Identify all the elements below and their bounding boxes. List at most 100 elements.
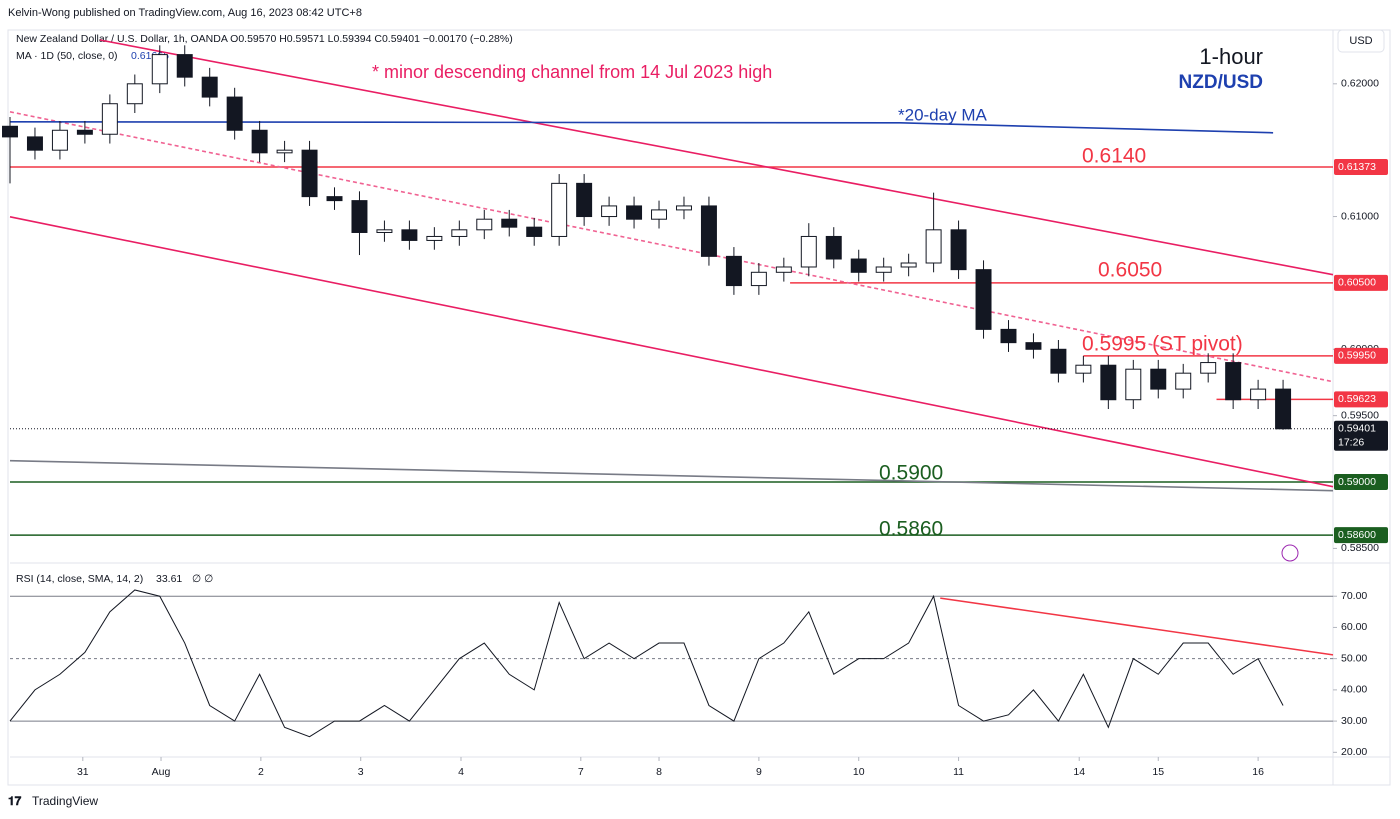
candle-body [1125,368,1142,401]
last-price-tag [1334,420,1388,451]
candle-body [925,229,942,264]
candle-body [401,229,418,241]
rsi-extra: ∅ ∅ [192,573,213,585]
candle-body [551,182,568,237]
y-tick-label: 0.59500 [1341,409,1379,421]
annotation: 0.6050 [1098,259,1162,282]
x-tick-label: Aug [152,766,171,778]
y-tick-label: 70.00 [1341,590,1367,602]
annotation: NZD/USD [1179,72,1263,93]
rsi-line [9,589,1284,738]
x-tick-label: 10 [853,766,865,778]
last-price-label: 0.59401 [1338,423,1376,435]
price-tag-label: 0.59000 [1338,476,1376,488]
trend-line [9,111,1334,383]
candle-body [301,149,318,198]
footer: TradingView [32,794,98,808]
x-tick-label: 8 [656,766,662,778]
x-tick-label: 15 [1152,766,1164,778]
candle-body [126,83,143,105]
x-tick-label: 3 [358,766,364,778]
candle-body [576,182,593,218]
candle-body [276,149,293,154]
annotation: 0.6140 [1082,145,1146,168]
candle-body [601,205,618,218]
trend-line [9,120,1274,134]
price-tag-label: 0.59623 [1338,393,1376,405]
y-tick-label: 20.00 [1341,746,1367,758]
currency[interactable]: USD [1349,35,1372,47]
candle-body [825,235,842,260]
candle-body [750,271,767,287]
x-tick-label: 31 [77,766,89,778]
x-tick-label: 11 [953,766,964,778]
annotation: *20-day MA [898,105,987,124]
x-tick-label: 14 [1073,766,1085,778]
candle-body [900,262,917,268]
rsi-title: RSI (14, close, SMA, 14, 2) [16,573,143,585]
countdown: 17:26 [1338,437,1364,449]
price-tag [1334,347,1388,364]
y-tick-label: 30.00 [1341,715,1367,727]
candle-body [376,229,393,233]
candle-body [101,103,118,135]
publisher: Kelvin-Wong published on TradingView.com… [8,7,362,19]
tv-logo: 𝟏𝟕 [8,794,22,808]
candle-body [1275,388,1292,430]
candle-body [975,269,992,330]
candle-body [1250,388,1267,401]
candle-body [476,218,493,231]
candle-body [1000,328,1017,344]
price-tag-label: 0.60500 [1338,277,1376,289]
candle-body [800,235,817,268]
candle-body [950,229,967,271]
y-tick-label: 40.00 [1341,684,1367,696]
candle-body [501,218,518,228]
candle-body [700,205,717,257]
candle-body [1050,348,1067,374]
candle-body [626,205,643,220]
candle-body [1025,342,1042,350]
price-tag-label: 0.58600 [1338,529,1376,541]
candle-body [26,136,43,151]
y-tick-label: 0.61000 [1341,210,1379,222]
currency-button[interactable] [1337,29,1385,53]
candle-body [201,76,218,98]
price-tag-label: 0.61373 [1338,161,1376,173]
trend-line [9,216,1334,488]
ma-line: MA · 1D (50, close, 0) [16,50,118,62]
candle-body [1075,364,1092,374]
x-tick-label: 4 [458,766,464,778]
price-tag [1334,159,1388,176]
price-tag [1334,474,1388,491]
candle-body [526,226,543,237]
candle-body [251,129,268,154]
candle-body [1175,372,1192,390]
rsi-value: 33.61 [156,573,182,585]
candle-body [226,96,243,131]
y-tick-label: 50.00 [1341,652,1367,664]
candle-body [2,125,18,138]
annotation: 1-hour [1199,44,1263,69]
y-tick-label: 0.58500 [1341,542,1379,554]
x-tick-label: 16 [1252,766,1264,778]
candle-body [775,266,792,273]
candle-body [76,129,93,135]
x-tick-label: 2 [258,766,264,778]
symbol-line: New Zealand Dollar / U.S. Dollar, 1h, OA… [16,33,513,45]
candle-body [351,200,368,233]
price-tag-label: 0.59950 [1338,350,1376,362]
frame [7,29,1391,786]
annotation: 0.5900 [879,462,943,485]
annotation: * minor descending channel from 14 Jul 2… [372,62,772,82]
candle-body [1150,368,1167,390]
lightning-icon[interactable] [1281,544,1299,562]
price-tag [1334,274,1388,291]
candle-body [725,255,742,287]
candle-body [1100,364,1117,401]
x-tick-label: 7 [578,766,584,778]
trend-line [99,39,1334,276]
rsi-trend-line [940,597,1334,656]
